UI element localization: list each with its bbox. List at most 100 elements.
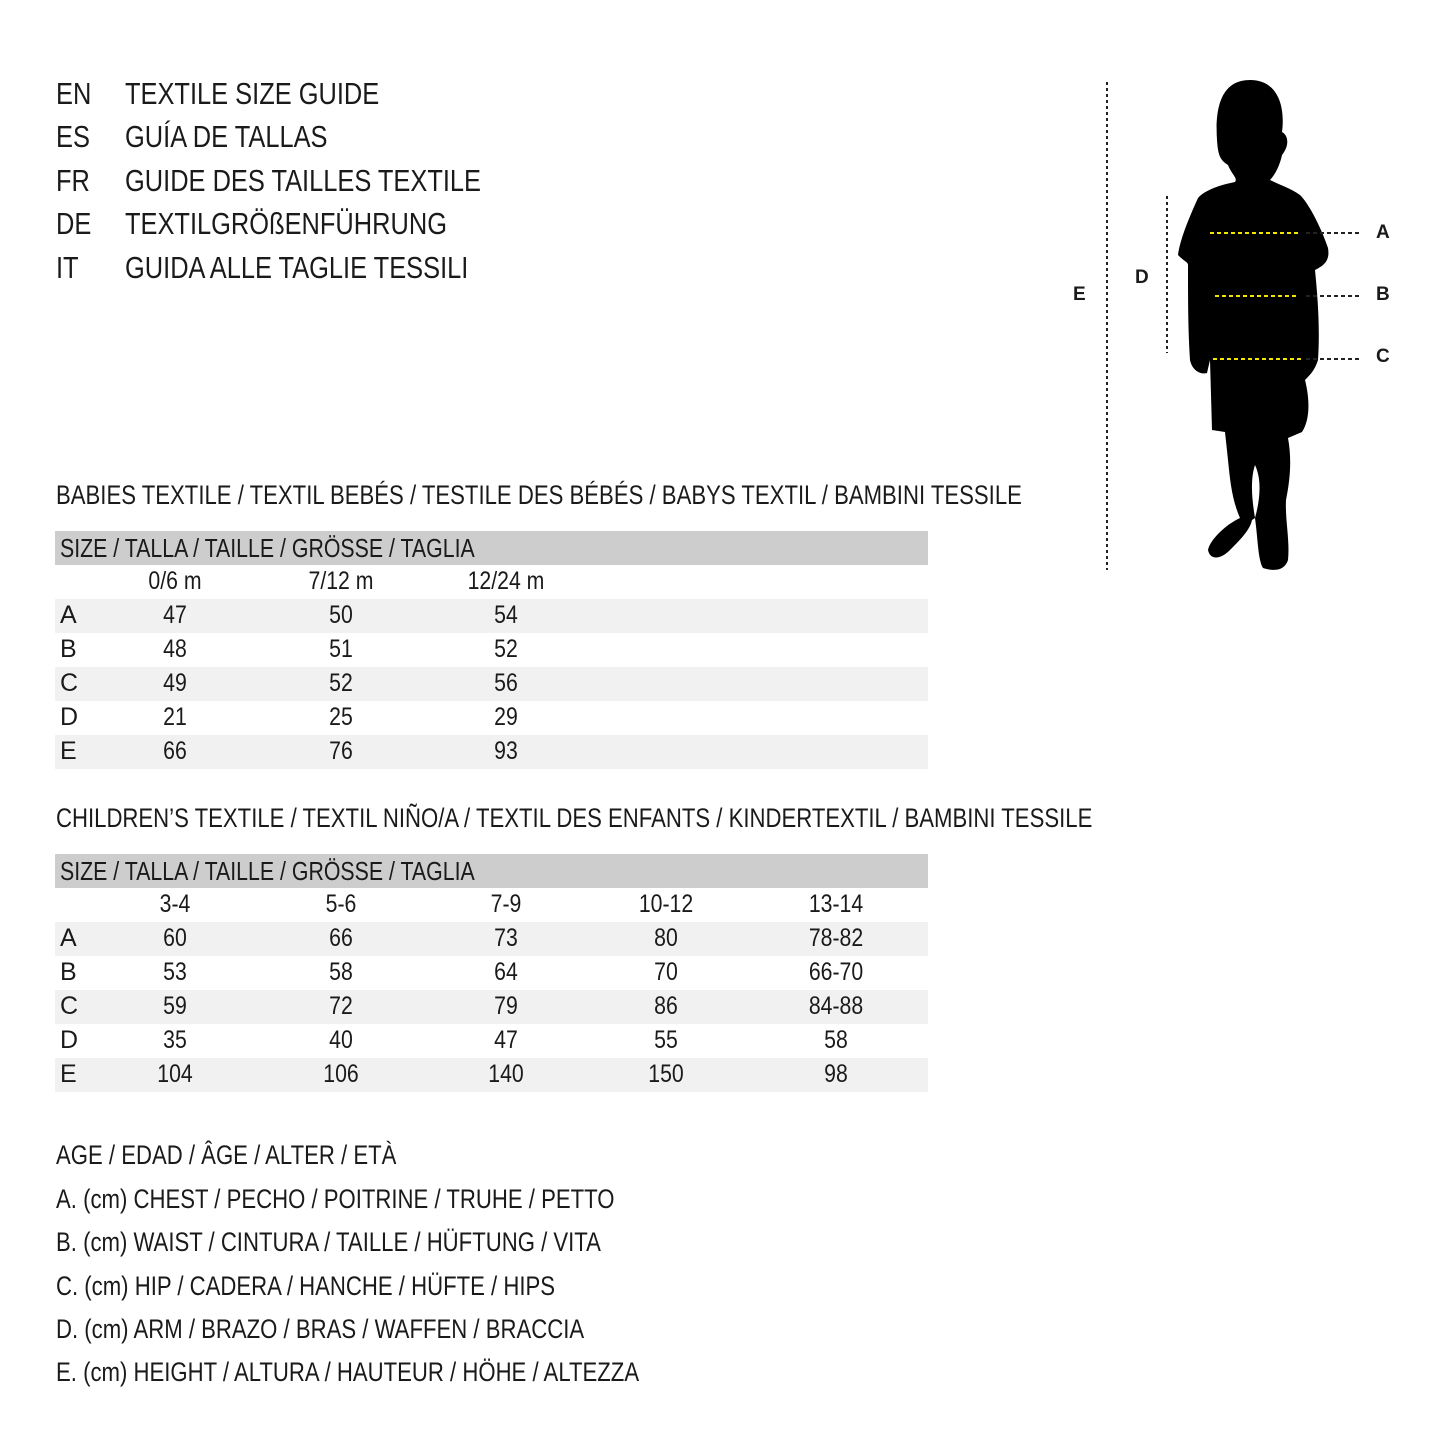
table-cell: 80 <box>654 924 678 952</box>
table-row: B 53 58 64 70 66-70 <box>55 956 928 990</box>
table-cell: 106 <box>323 1060 359 1088</box>
row-label: B <box>60 635 77 663</box>
column-header: 5-6 <box>325 890 357 918</box>
table-row: D 35 40 47 55 58 <box>55 1024 928 1058</box>
legend-arm: D. (cm) ARM / BRAZO / BRAS / WAFFEN / BR… <box>56 1314 585 1344</box>
table-cell: 50 <box>329 601 353 629</box>
lang-code-de: DE <box>56 206 92 241</box>
row-label: C <box>60 669 79 697</box>
row-label: E <box>60 1060 77 1088</box>
table-cell: 66 <box>163 737 187 765</box>
table-cell: 52 <box>329 669 353 697</box>
table-size-header: SIZE / TALLA / TAILLE / GRÖSSE / TAGLIA <box>55 531 928 565</box>
table-cell: 70 <box>654 958 678 986</box>
legend-age: AGE / EDAD / ÂGE / ALTER / ETÀ <box>56 1140 397 1170</box>
table-cell: 55 <box>654 1026 678 1054</box>
figure-label-b: B <box>1376 284 1390 305</box>
table-header-row: 0/6 m 7/12 m 12/24 m <box>55 565 928 599</box>
table-cell: 35 <box>163 1026 187 1054</box>
title-fr: GUIDE DES TAILLES TEXTILE <box>125 163 482 198</box>
table-cell: 48 <box>163 635 187 663</box>
figure-label-d: D <box>1135 267 1149 288</box>
table-cell: 54 <box>494 601 518 629</box>
table-row: C 59 72 79 86 84-88 <box>55 990 928 1024</box>
table-cell: 98 <box>824 1060 848 1088</box>
title-en: TEXTILE SIZE GUIDE <box>125 76 380 111</box>
table-header-row: 3-4 5-6 7-9 10-12 13-14 <box>55 888 928 922</box>
title-es: GUÍA DE TALLAS <box>125 119 328 154</box>
column-header: 12/24 m <box>467 567 545 595</box>
table-cell: 40 <box>329 1026 353 1054</box>
table-row: A 60 66 73 80 78-82 <box>55 922 928 956</box>
table-cell: 53 <box>163 958 187 986</box>
column-header: 3-4 <box>159 890 191 918</box>
table-cell: 60 <box>163 924 187 952</box>
legend-chest: A. (cm) CHEST / PECHO / POITRINE / TRUHE… <box>56 1184 615 1214</box>
babies-size-table: SIZE / TALLA / TAILLE / GRÖSSE / TAGLIA … <box>55 531 928 769</box>
legend-waist: B. (cm) WAIST / CINTURA / TAILLE / HÜFTU… <box>56 1227 601 1257</box>
table-cell: 51 <box>329 635 353 663</box>
table-cell: 72 <box>329 992 353 1020</box>
size-header-label: SIZE / TALLA / TAILLE / GRÖSSE / TAGLIA <box>60 533 475 563</box>
table-row: C 49 52 56 <box>55 667 928 701</box>
column-header: 0/6 m <box>148 567 202 595</box>
column-header: 7/12 m <box>308 567 374 595</box>
table-cell: 78-82 <box>808 924 864 952</box>
table-cell: 104 <box>157 1060 193 1088</box>
table-cell: 56 <box>494 669 518 697</box>
children-heading: CHILDREN’S TEXTILE / TEXTIL NIÑO/A / TEX… <box>56 803 1093 833</box>
table-cell: 47 <box>163 601 187 629</box>
table-cell: 86 <box>654 992 678 1020</box>
title-de: TEXTILGRÖßENFÜHRUNG <box>125 206 448 241</box>
table-cell: 58 <box>329 958 353 986</box>
table-row: E 66 76 93 <box>55 735 928 769</box>
children-size-table: SIZE / TALLA / TAILLE / GRÖSSE / TAGLIA … <box>55 854 928 1092</box>
row-label: D <box>60 1026 79 1054</box>
legend-height: E. (cm) HEIGHT / ALTURA / HAUTEUR / HÖHE… <box>56 1357 640 1387</box>
child-silhouette-icon <box>1106 80 1362 570</box>
column-header: 10-12 <box>638 890 694 918</box>
table-cell: 93 <box>494 737 518 765</box>
table-cell: 140 <box>488 1060 524 1088</box>
table-cell: 73 <box>494 924 518 952</box>
row-label: C <box>60 992 79 1020</box>
lang-code-es: ES <box>56 119 90 154</box>
table-cell: 84-88 <box>808 992 864 1020</box>
row-label: B <box>60 958 77 986</box>
column-header: 7-9 <box>490 890 522 918</box>
table-cell: 47 <box>494 1026 518 1054</box>
row-label: D <box>60 703 79 731</box>
figure-label-a: A <box>1376 222 1390 243</box>
babies-heading: BABIES TEXTILE / TEXTIL BEBÉS / TESTILE … <box>56 480 1022 510</box>
table-cell: 29 <box>494 703 518 731</box>
lang-code-it: IT <box>56 250 79 285</box>
table-cell: 21 <box>163 703 187 731</box>
lang-code-fr: FR <box>56 163 90 198</box>
row-label: A <box>60 601 77 629</box>
table-cell: 79 <box>494 992 518 1020</box>
child-measurement-figure: A B C D E <box>1060 70 1420 580</box>
table-cell: 66 <box>329 924 353 952</box>
lang-code-en: EN <box>56 76 92 111</box>
table-cell: 25 <box>329 703 353 731</box>
table-row: A 47 50 54 <box>55 599 928 633</box>
table-cell: 76 <box>329 737 353 765</box>
legend-hip: C. (cm) HIP / CADERA / HANCHE / HÜFTE / … <box>56 1271 556 1301</box>
table-cell: 150 <box>648 1060 684 1088</box>
row-label: E <box>60 737 77 765</box>
table-size-header: SIZE / TALLA / TAILLE / GRÖSSE / TAGLIA <box>55 854 928 888</box>
table-cell: 49 <box>163 669 187 697</box>
table-cell: 52 <box>494 635 518 663</box>
table-row: E 104 106 140 150 98 <box>55 1058 928 1092</box>
table-cell: 58 <box>824 1026 848 1054</box>
table-cell: 66-70 <box>808 958 864 986</box>
size-header-label: SIZE / TALLA / TAILLE / GRÖSSE / TAGLIA <box>60 856 475 886</box>
figure-label-c: C <box>1376 346 1390 367</box>
title-it: GUIDA ALLE TAGLIE TESSILI <box>125 250 469 285</box>
table-cell: 59 <box>163 992 187 1020</box>
figure-label-e: E <box>1073 284 1086 305</box>
row-label: A <box>60 924 77 952</box>
table-row: B 48 51 52 <box>55 633 928 667</box>
table-cell: 64 <box>494 958 518 986</box>
